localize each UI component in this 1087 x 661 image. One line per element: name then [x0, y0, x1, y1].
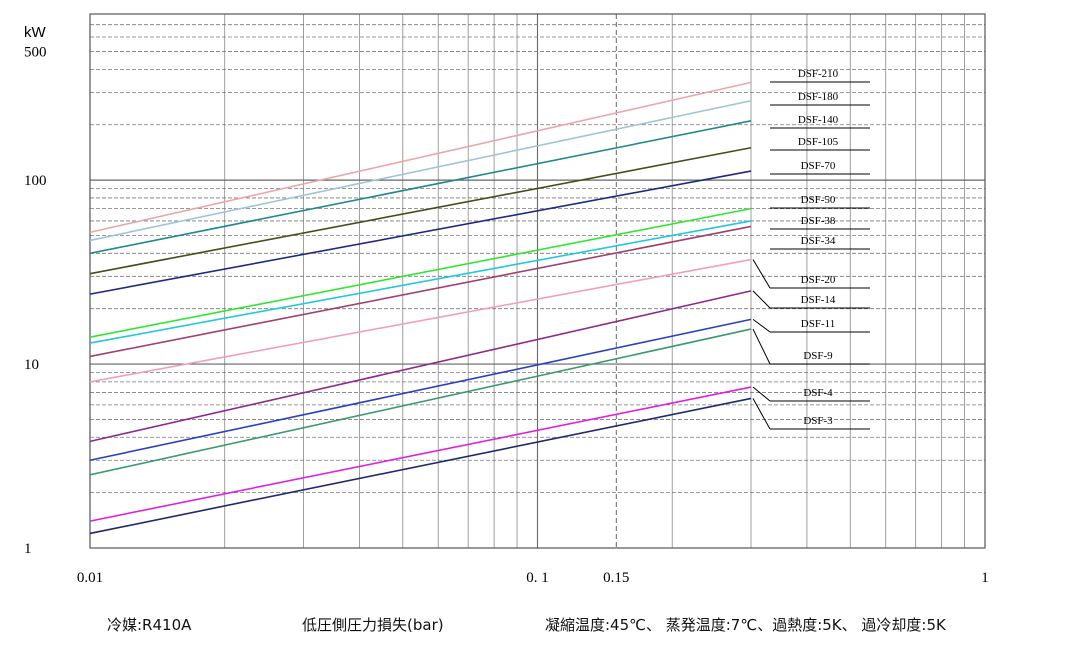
x-axis-caption: 低圧側圧力損失(bar) [302, 616, 444, 634]
series-line [89, 99, 752, 242]
legend-label: DSF-105 [798, 136, 839, 148]
legend-label: DSF-14 [801, 294, 836, 306]
x-tick-label: 1 [981, 570, 989, 586]
x-tick-label: 0.15 [603, 570, 629, 586]
series-line [89, 318, 752, 462]
legend-label: DSF-9 [803, 350, 833, 362]
legend-leader [752, 386, 771, 402]
chart-footer: 冷媒:R410A 低圧側圧力損失(bar) 凝縮温度:45℃、 蒸発温度:7℃、… [0, 614, 1087, 638]
series-line [89, 220, 752, 344]
legend: DSF-210 DSF-180 DSF-140 DSF-105 DSF-70 DSF-50… [752, 68, 870, 430]
legend-label: DSF-34 [801, 235, 836, 247]
grid [90, 14, 985, 548]
legend-leader [752, 259, 771, 289]
refrigerant-note: 冷媒:R410A [107, 616, 192, 634]
legend-label: DSF-38 [801, 215, 836, 227]
series-lines [89, 81, 752, 535]
series-line [89, 207, 752, 338]
series-line [89, 290, 752, 443]
series-line [89, 328, 752, 476]
legend-leader [752, 398, 771, 430]
series-line [89, 146, 752, 275]
chart-background [0, 0, 1087, 600]
legend-label: DSF-180 [798, 91, 839, 103]
y-tick-label: 500 [24, 45, 47, 61]
legend-label: DSF-210 [798, 68, 839, 80]
legend-leader [752, 290, 771, 309]
series-line [89, 81, 752, 234]
y-tick-label: 10 [24, 357, 39, 373]
legend-label: DSF-20 [801, 274, 836, 286]
y-tick-label: 100 [24, 173, 47, 189]
series-line [89, 120, 752, 255]
legend-label: DSF-4 [803, 387, 833, 399]
legend-label: DSF-70 [801, 160, 836, 172]
y-tick-label: 1 [24, 541, 32, 557]
x-tick-label: 0.01 [77, 570, 103, 586]
series-line [89, 397, 752, 535]
legend-label: DSF-50 [801, 194, 836, 206]
x-tick-label: 0. 1 [526, 570, 549, 586]
y-axis-unit: kW [24, 24, 47, 41]
pressure-loss-chart: DSF-210 DSF-180 DSF-140 DSF-105 DSF-70 DSF-50… [0, 0, 1087, 600]
legend-label: DSF-11 [801, 318, 835, 330]
series-line [89, 170, 752, 295]
series-line [89, 225, 752, 358]
legend-leader [752, 328, 771, 365]
operating-conditions: 凝縮温度:45℃、 蒸発温度:7℃、過熱度:5K、 過冷却度:5K [545, 616, 946, 634]
series-line [89, 258, 752, 383]
legend-leader [752, 318, 771, 333]
series-line [89, 386, 752, 522]
plot-frame [89, 13, 986, 549]
legend-label: DSF-3 [803, 415, 833, 427]
legend-label: DSF-140 [798, 114, 839, 126]
